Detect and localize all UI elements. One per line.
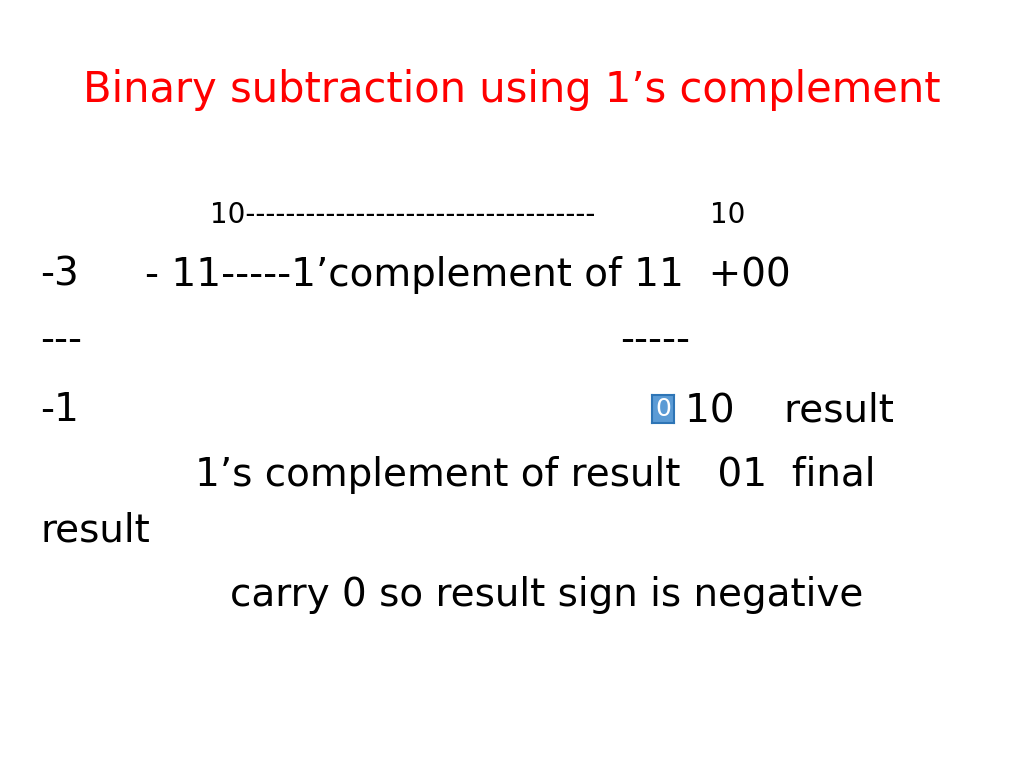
Text: carry 0 so result sign is negative: carry 0 so result sign is negative	[230, 576, 863, 614]
Text: -3: -3	[40, 256, 79, 294]
Text: -----: -----	[620, 321, 690, 359]
Text: Binary subtraction using 1’s complement: Binary subtraction using 1’s complement	[83, 69, 941, 111]
Text: 10    result: 10 result	[685, 391, 894, 429]
Text: ---: ---	[40, 321, 82, 359]
Text: -1: -1	[40, 391, 79, 429]
Text: 1’s complement of result   01  final: 1’s complement of result 01 final	[195, 456, 876, 494]
Text: result: result	[40, 511, 150, 549]
Text: 10-----------------------------------: 10-----------------------------------	[210, 201, 595, 229]
Text: - 11-----1’complement of 11  +00: - 11-----1’complement of 11 +00	[145, 256, 791, 294]
Text: 10: 10	[710, 201, 745, 229]
Text: 0: 0	[655, 397, 671, 421]
